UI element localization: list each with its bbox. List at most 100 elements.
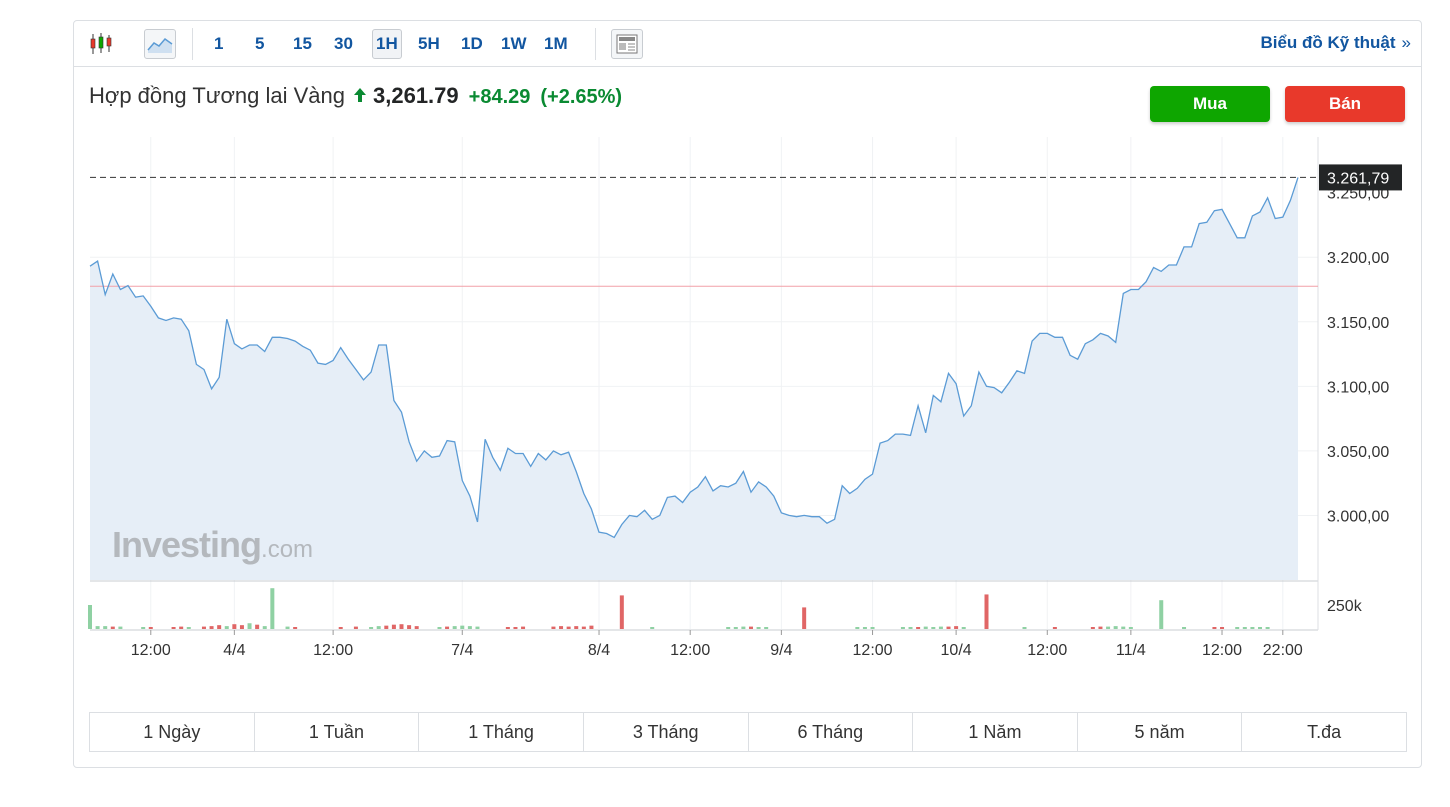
x-tick-label: 22:00 bbox=[1263, 642, 1303, 659]
x-tick-label: 12:00 bbox=[670, 642, 710, 659]
volume-bar bbox=[1250, 627, 1255, 629]
range-5-years[interactable]: 5 năm bbox=[1078, 713, 1243, 751]
volume-bar bbox=[262, 626, 267, 629]
range-3-months[interactable]: 3 Tháng bbox=[584, 713, 749, 751]
x-axis: 12:00 4/4 12:00 7/4 8/4 12:00 9/4 12:00 10/4 12:0… bbox=[131, 630, 1303, 659]
price-area-fill bbox=[90, 177, 1298, 580]
volume-bar bbox=[1235, 627, 1240, 629]
range-1-week[interactable]: 1 Tuần bbox=[255, 713, 420, 751]
volume-bars: 250k bbox=[88, 588, 1363, 629]
volume-bar bbox=[931, 627, 936, 629]
price-chart[interactable]: 3.200,00 3.150,00 3.100,00 3.050,00 3.000,00… bbox=[74, 21, 1421, 681]
volume-bar bbox=[293, 627, 298, 629]
toolbar-separator bbox=[192, 28, 193, 60]
interval-30[interactable]: 30 bbox=[334, 34, 353, 53]
instrument-header: Hợp đồng Tương lai Vàng 3,261.79 +84.29 … bbox=[89, 83, 622, 109]
volume-bar bbox=[247, 623, 252, 629]
interval-1[interactable]: 1 bbox=[214, 34, 224, 53]
x-tick-label: 8/4 bbox=[588, 642, 610, 659]
last-price: 3,261.79 bbox=[373, 83, 459, 108]
range-1-day[interactable]: 1 Ngày bbox=[90, 713, 255, 751]
price-change-percent: (+2.65%) bbox=[540, 86, 623, 108]
volume-bar bbox=[285, 626, 290, 629]
interval-1m[interactable]: 1M bbox=[544, 34, 568, 53]
volume-bar bbox=[946, 626, 951, 629]
volume-bar bbox=[118, 626, 123, 629]
last-price-label: 3.261,79 bbox=[1319, 164, 1402, 191]
volume-bar bbox=[619, 595, 624, 629]
volume-bar bbox=[103, 626, 108, 629]
price-change: +84.29 bbox=[468, 86, 531, 108]
volume-bar bbox=[186, 627, 191, 629]
volume-bar bbox=[938, 626, 943, 629]
volume-bar bbox=[726, 627, 731, 629]
volume-bar bbox=[802, 607, 807, 629]
y-tick-label: 3.050,00 bbox=[1327, 444, 1389, 461]
interval-1h[interactable]: 1H bbox=[372, 29, 402, 59]
toolbar-separator bbox=[595, 28, 596, 60]
volume-bar bbox=[1052, 627, 1057, 629]
volume-bar bbox=[376, 626, 381, 629]
volume-bar bbox=[984, 594, 989, 629]
interval-5h[interactable]: 5H bbox=[418, 34, 440, 53]
range-1-month[interactable]: 1 Tháng bbox=[419, 713, 584, 751]
volume-bar bbox=[95, 626, 100, 629]
volume-bar bbox=[239, 625, 244, 629]
volume-bar bbox=[589, 625, 594, 629]
candlestick-icon[interactable] bbox=[86, 29, 116, 59]
volume-bar bbox=[916, 627, 921, 629]
buy-button[interactable]: Mua bbox=[1150, 86, 1270, 122]
volume-bar bbox=[452, 626, 457, 629]
volume-bar bbox=[1212, 627, 1217, 629]
volume-bar bbox=[369, 627, 374, 629]
volume-bar bbox=[1182, 627, 1187, 629]
area-chart-icon[interactable] bbox=[144, 29, 176, 59]
news-layout-icon[interactable] bbox=[611, 29, 643, 59]
volume-bar bbox=[581, 626, 586, 629]
interval-15[interactable]: 15 bbox=[293, 34, 312, 53]
volume-bar bbox=[217, 625, 222, 629]
arrow-up-icon bbox=[353, 87, 367, 108]
volume-bar bbox=[574, 626, 579, 629]
volume-bar bbox=[900, 627, 905, 629]
x-tick-label: 7/4 bbox=[451, 642, 473, 659]
volume-bar bbox=[475, 626, 480, 629]
interval-1w[interactable]: 1W bbox=[501, 34, 527, 53]
price-series-line bbox=[89, 177, 1299, 539]
range-1-year[interactable]: 1 Năm bbox=[913, 713, 1078, 751]
range-max[interactable]: T.đa bbox=[1307, 722, 1342, 742]
technical-chart-label: Biểu đồ Kỹ thuật bbox=[1260, 33, 1396, 52]
y-tick-label: 3.100,00 bbox=[1327, 379, 1389, 396]
volume-bar bbox=[521, 626, 526, 629]
y-tick-label: 3.200,00 bbox=[1327, 250, 1389, 267]
volume-bar bbox=[171, 627, 176, 629]
time-range-selector: 1 Ngày 1 Tuần 1 Tháng 3 Tháng 6 Tháng 1 … bbox=[89, 712, 1407, 752]
interval-1d[interactable]: 1D bbox=[461, 34, 483, 53]
volume-bar bbox=[551, 626, 556, 629]
volume-bar bbox=[201, 626, 206, 629]
technical-chart-link[interactable]: Biểu đồ Kỹ thuật » bbox=[1260, 33, 1411, 53]
volume-bar bbox=[566, 626, 571, 629]
watermark-brand: Investing bbox=[112, 524, 262, 565]
instrument-name: Hợp đồng Tương lai Vàng bbox=[89, 83, 345, 108]
volume-bar bbox=[559, 626, 564, 629]
chart-toolbar: 1 5 15 30 1H 5H 1D 1W 1M Biểu đồ Kỹ thuậ… bbox=[74, 21, 1421, 67]
volume-bar bbox=[437, 627, 442, 629]
sell-button[interactable]: Bán bbox=[1285, 86, 1405, 122]
volume-bar bbox=[908, 627, 913, 629]
volume-bar bbox=[353, 626, 358, 629]
volume-bar bbox=[224, 626, 229, 629]
interval-5[interactable]: 5 bbox=[255, 34, 265, 53]
range-6-months[interactable]: 6 Tháng bbox=[749, 713, 914, 751]
volume-bar bbox=[1258, 627, 1263, 629]
x-tick-label: 11/4 bbox=[1116, 642, 1146, 659]
volume-bar bbox=[460, 625, 465, 629]
volume-bar bbox=[1128, 627, 1133, 629]
volume-bar bbox=[1106, 626, 1111, 629]
volume-bar bbox=[733, 627, 738, 629]
volume-bar bbox=[764, 627, 769, 629]
volume-bar bbox=[384, 625, 389, 629]
volume-bar bbox=[88, 605, 92, 629]
double-chevron-right-icon: » bbox=[1401, 33, 1411, 52]
y-tick-label: 3.000,00 bbox=[1327, 508, 1389, 525]
